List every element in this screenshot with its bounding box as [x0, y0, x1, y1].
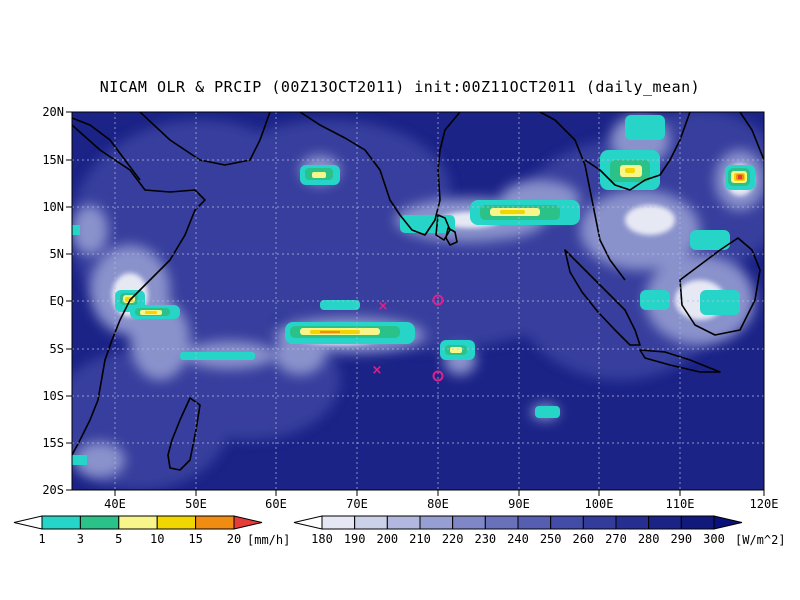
olr-legend-swatch	[293, 515, 323, 530]
olr-legend-tick-label: 190	[344, 532, 366, 546]
precip-legend-tick-label: 3	[77, 532, 84, 546]
precip-legend-swatch	[156, 515, 197, 530]
olr-legend-tick-label: 250	[540, 532, 562, 546]
lat-labels: 20N 15N 10N 5N EQ 5S 10S 15S 20S	[42, 105, 64, 497]
lat-label: 10S	[42, 389, 64, 403]
precip-legend-swatch	[233, 515, 263, 530]
lon-label: 70E	[346, 497, 368, 511]
olr-legend-swatch	[386, 515, 421, 530]
olr-legend-tick-label: 180	[311, 532, 333, 546]
lat-label: EQ	[50, 294, 64, 308]
olr-legend-swatch	[354, 515, 388, 530]
olr-legend-swatch	[582, 515, 617, 530]
lon-label: 100E	[585, 497, 614, 511]
olr-legend: 180 190 200 210 220 230 240 250 260 270 280 290 300	[293, 515, 743, 546]
olr-legend-swatch	[648, 515, 682, 530]
olr-legend-tick-label: 240	[507, 532, 529, 546]
olr-legend-swatch	[452, 515, 486, 530]
lat-label: 10N	[42, 200, 64, 214]
olr-legend-swatch	[484, 515, 519, 530]
lat-label: 15S	[42, 436, 64, 450]
olr-legend-swatch	[419, 515, 454, 530]
olr-legend-tick-label: 210	[409, 532, 431, 546]
storm-markers: × ×	[372, 294, 444, 382]
lon-label: 60E	[265, 497, 287, 511]
olr-legend-tick-label: 270	[605, 532, 627, 546]
map-title: NICAM OLR & PRCIP (00Z13OCT2011) init:00…	[99, 78, 701, 96]
lon-label: 110E	[666, 497, 695, 511]
precip-legend-tick-label: 5	[115, 532, 122, 546]
precip-legend-swatch	[13, 515, 43, 530]
olr-legend-tick-label: 220	[442, 532, 464, 546]
olr-legend-tick-label: 280	[638, 532, 660, 546]
circle-marker-south	[432, 370, 444, 382]
circle-marker-north	[432, 294, 444, 306]
olr-legend-swatch	[680, 515, 715, 530]
precip-unit-label: [mm/h]	[247, 533, 290, 547]
precip-legend-tick-label: 20	[227, 532, 241, 546]
lat-label: 5S	[50, 342, 64, 356]
lon-label: 90E	[508, 497, 530, 511]
gridlines	[72, 112, 764, 490]
precip-legend-swatch	[41, 515, 81, 530]
lon-label: 50E	[185, 497, 207, 511]
precip-legend-tick-label: 15	[188, 532, 202, 546]
olr-legend-tick-label: 300	[703, 532, 725, 546]
precip-legend: 1 3 5 10 15 20	[13, 515, 263, 546]
lon-labels: 40E 50E 60E 70E 80E 90E 100E 110E 120E	[104, 497, 778, 511]
olr-legend-swatch	[550, 515, 584, 530]
olr-legend-tick-label: 200	[376, 532, 398, 546]
coastlines	[72, 112, 764, 471]
precip-legend-tick-label: 1	[38, 532, 45, 546]
olr-legend-tick-label: 260	[572, 532, 594, 546]
olr-legend-swatch	[517, 515, 552, 530]
cross-marker-south: ×	[372, 363, 383, 378]
lat-label: 5N	[50, 247, 64, 261]
lon-label: 120E	[750, 497, 779, 511]
olr-legend-tick-label: 230	[474, 532, 496, 546]
olr-legend-swatch	[321, 515, 356, 530]
cross-marker-north: ×	[378, 299, 389, 314]
lat-label: 20N	[42, 105, 64, 119]
lat-label: 20S	[42, 483, 64, 497]
precip-legend-swatch	[195, 515, 235, 530]
lon-label: 80E	[427, 497, 449, 511]
lat-label: 15N	[42, 153, 64, 167]
precip-legend-swatch	[118, 515, 158, 530]
olr-legend-swatch	[615, 515, 650, 530]
olr-legend-swatch	[713, 515, 743, 530]
precip-cells	[72, 115, 755, 465]
axis-ticks	[66, 111, 765, 496]
olr-legend-tick-label: 290	[670, 532, 692, 546]
olr-unit-label: [W/m^2]	[735, 533, 786, 547]
precip-legend-swatch	[79, 515, 120, 530]
lon-label: 40E	[104, 497, 126, 511]
precip-legend-tick-label: 10	[150, 532, 164, 546]
